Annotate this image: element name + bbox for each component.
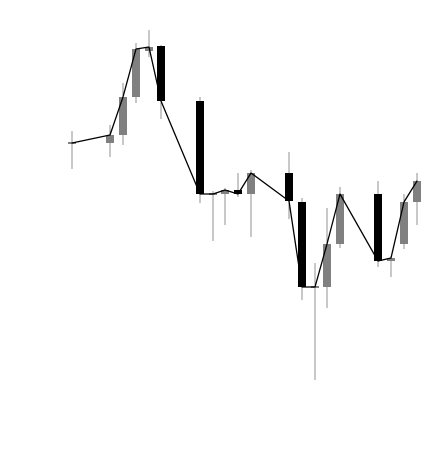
candle-body-16 — [336, 194, 344, 244]
candle-body-18 — [387, 258, 395, 261]
candle-body-9 — [221, 190, 229, 194]
candle-body-19 — [400, 202, 408, 244]
close-price-line — [71, 46, 418, 288]
candle-body-11 — [247, 173, 255, 194]
candle-body-4 — [132, 49, 140, 97]
candle-body-12 — [285, 173, 293, 201]
candle-body-3 — [119, 97, 127, 135]
candle-body-13 — [298, 202, 306, 287]
candle-body-17 — [374, 194, 382, 261]
candle-bodies — [68, 46, 421, 288]
candle-wicks — [71, 30, 418, 380]
candle-body-10 — [234, 190, 242, 194]
candle-body-15 — [323, 244, 331, 287]
candle-body-20 — [413, 181, 421, 202]
candle-body-7 — [196, 101, 204, 194]
candle-body-6 — [157, 46, 165, 101]
candle-body-2 — [106, 135, 114, 143]
